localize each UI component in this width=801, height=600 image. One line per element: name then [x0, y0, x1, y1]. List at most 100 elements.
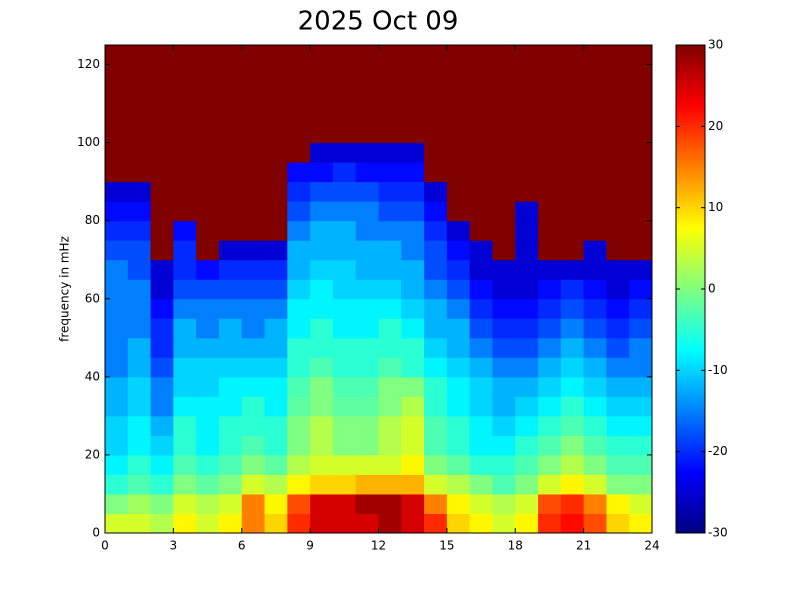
heatmap-cell — [629, 162, 653, 183]
heatmap-cell — [401, 84, 425, 105]
heatmap-cell — [583, 357, 607, 378]
heatmap-cell — [469, 259, 493, 280]
heatmap-cell — [492, 337, 516, 358]
heatmap-cell — [287, 357, 311, 378]
heatmap-cell — [310, 181, 334, 202]
x-tick-label: 18 — [508, 539, 523, 553]
heatmap-cell — [105, 376, 129, 397]
heatmap-cell — [583, 181, 607, 202]
heatmap-cell — [241, 181, 266, 202]
heatmap-cell — [424, 103, 448, 124]
heatmap-cell — [173, 201, 197, 222]
heatmap-cell — [310, 259, 334, 280]
heatmap-cell — [492, 259, 516, 280]
heatmap-cell — [492, 142, 516, 163]
heatmap-cell — [629, 357, 653, 378]
heatmap-cell — [560, 181, 585, 202]
heatmap-cell — [287, 396, 311, 417]
heatmap-cell — [606, 181, 630, 202]
heatmap-cell — [105, 357, 129, 378]
heatmap-cell — [355, 240, 379, 261]
heatmap-cell — [105, 123, 129, 144]
heatmap-cell — [310, 337, 334, 358]
heatmap-cell — [241, 220, 266, 241]
heatmap-cell — [127, 474, 152, 495]
heatmap-cell — [560, 396, 585, 417]
heatmap-cell — [173, 123, 197, 144]
heatmap-cell — [606, 435, 630, 456]
x-tick-label: 21 — [576, 539, 591, 553]
heatmap-cell — [241, 493, 266, 514]
heatmap-cell — [355, 84, 379, 105]
heatmap-cell — [469, 318, 493, 339]
heatmap-cell — [173, 513, 197, 534]
heatmap-cell — [264, 162, 288, 183]
heatmap-cell — [401, 162, 425, 183]
heatmap-cell — [538, 298, 562, 319]
heatmap-cell — [218, 201, 243, 222]
heatmap-cell — [424, 318, 448, 339]
heatmap-cell — [378, 337, 402, 358]
heatmap-cell — [218, 337, 243, 358]
heatmap-cell — [560, 513, 585, 534]
heatmap-cell — [264, 376, 288, 397]
heatmap-cell — [583, 318, 607, 339]
heatmap-cell — [105, 396, 129, 417]
heatmap-cell — [241, 64, 266, 85]
heatmap-cell — [469, 376, 493, 397]
heatmap-cell — [583, 454, 607, 475]
heatmap-cell — [173, 318, 197, 339]
heatmap-cell — [310, 45, 334, 66]
heatmap-cell — [332, 298, 357, 319]
heatmap-cell — [583, 337, 607, 358]
heatmap-cell — [332, 337, 357, 358]
x-tick-label: 0 — [101, 539, 109, 553]
heatmap-cell — [150, 435, 174, 456]
heatmap-cell — [310, 162, 334, 183]
heatmap-cell — [150, 474, 174, 495]
heatmap-cell — [515, 493, 539, 514]
heatmap-cell — [105, 162, 129, 183]
heatmap-cell — [538, 181, 562, 202]
heatmap-cell — [401, 396, 425, 417]
heatmap-cell — [378, 181, 402, 202]
heatmap-cell — [173, 454, 197, 475]
heatmap-cell — [469, 220, 493, 241]
heatmap-cell — [401, 201, 425, 222]
heatmap-cell — [241, 337, 266, 358]
heatmap-cell — [173, 474, 197, 495]
heatmap-cell — [310, 298, 334, 319]
heatmap-cell — [446, 435, 471, 456]
heatmap-cell — [127, 220, 152, 241]
heatmap-cell — [446, 259, 471, 280]
heatmap-cell — [150, 318, 174, 339]
y-tick-label: 60 — [85, 291, 100, 305]
heatmap-cell — [424, 45, 448, 66]
heatmap-cell — [446, 298, 471, 319]
heatmap-cell — [310, 357, 334, 378]
heatmap-cell — [446, 45, 471, 66]
heatmap-cell — [606, 64, 630, 85]
heatmap-cell — [401, 513, 425, 534]
heatmap-cell — [629, 493, 653, 514]
heatmap-cell — [560, 454, 585, 475]
heatmap-cell — [424, 337, 448, 358]
heatmap-cell — [287, 64, 311, 85]
heatmap-cell — [196, 103, 220, 124]
heatmap-cell — [173, 220, 197, 241]
heatmap-cell — [127, 45, 152, 66]
heatmap-cell — [378, 64, 402, 85]
heatmap-cell — [196, 357, 220, 378]
heatmap-cell — [378, 142, 402, 163]
heatmap-cell — [241, 240, 266, 261]
heatmap-cell — [538, 142, 562, 163]
heatmap-cell — [218, 84, 243, 105]
heatmap-cell — [446, 142, 471, 163]
heatmap-cell — [150, 259, 174, 280]
heatmap-cell — [105, 220, 129, 241]
x-tick-label: 9 — [306, 539, 314, 553]
heatmap-cell — [469, 454, 493, 475]
heatmap-cell — [355, 220, 379, 241]
heatmap-cell — [469, 396, 493, 417]
heatmap-cell — [173, 84, 197, 105]
